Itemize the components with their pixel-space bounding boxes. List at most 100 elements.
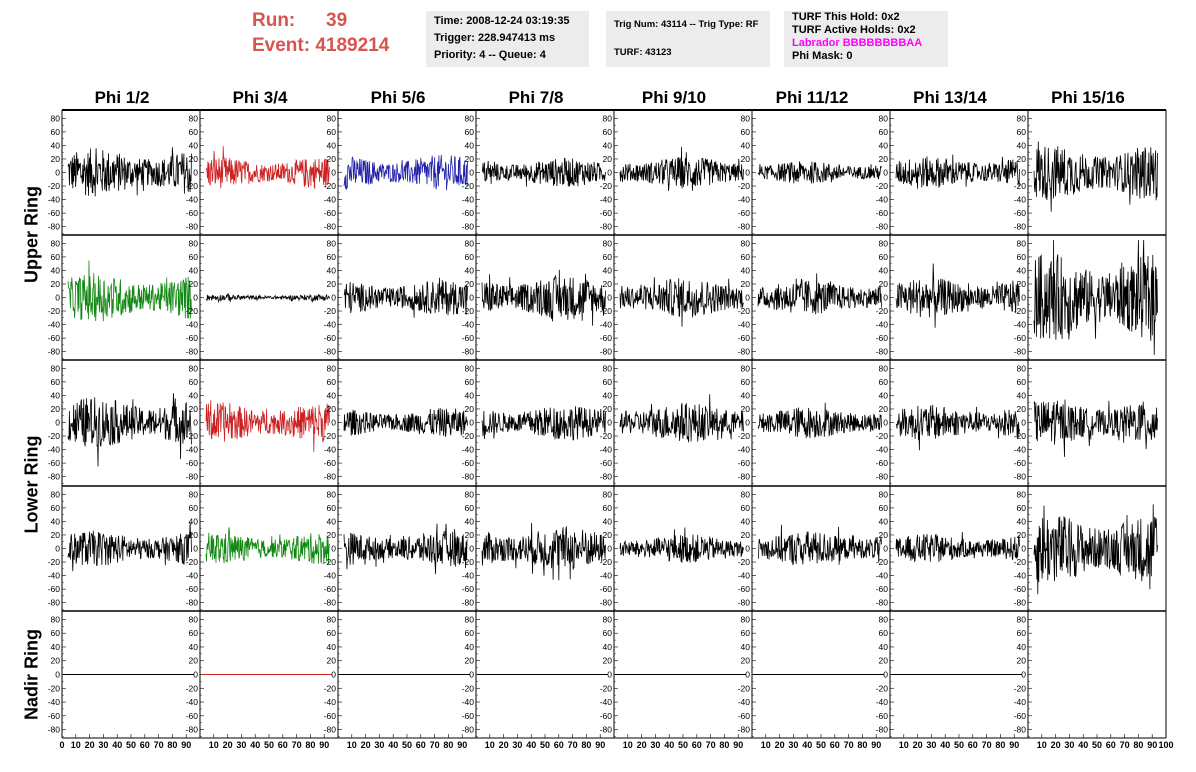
y-tick-label: 60 [189,127,199,137]
trig-info-box: Trig Num: 43114 -- Trig Type: RF TURF: 4… [606,11,770,67]
y-tick-label: 20 [879,404,889,414]
y-tick-label: -60 [462,458,475,468]
y-tick-label: -60 [186,711,199,721]
y-tick-label: 40 [465,642,475,652]
waveform-trace [895,404,1020,451]
y-tick-label: -20 [600,557,613,567]
y-tick-label: 60 [1017,503,1027,513]
x-tick-label: 20 [223,740,233,750]
y-tick-label: 60 [51,127,61,137]
y-tick-label: 80 [189,489,199,499]
x-tick-label: 10 [209,740,219,750]
y-tick-label: -80 [876,222,889,232]
y-tick-label: 20 [327,279,337,289]
x-tick-label: 90 [1009,740,1019,750]
y-tick-label: 60 [879,252,889,262]
y-tick-label: 0 [1021,670,1026,680]
y-tick-label: -80 [1014,725,1027,735]
y-tick-label: 80 [1017,238,1027,248]
y-tick-label: -40 [186,195,199,205]
y-tick-label: -60 [876,711,889,721]
col-title-phi-7-8: Phi 7/8 [508,88,564,107]
y-tick-label: -40 [324,445,337,455]
y-tick-label: 40 [51,390,61,400]
x-tick-label: 50 [264,740,274,750]
x-tick-label: 50 [126,740,136,750]
y-tick-label: -20 [738,683,751,693]
y-tick-label: -40 [738,195,751,205]
y-tick-label: 0 [331,670,336,680]
y-tick-label: 40 [51,642,61,652]
x-tick-label: 50 [954,740,964,750]
y-tick-label: -60 [1014,711,1027,721]
y-tick-label: -20 [1014,683,1027,693]
y-tick-label: -80 [462,222,475,232]
x-tick-label: 80 [1133,740,1143,750]
y-tick-label: -80 [324,347,337,357]
y-tick-label: 20 [1017,656,1027,666]
y-tick-label: -60 [600,458,613,468]
phi-mask-text: Phi Mask: 0 [792,50,853,62]
y-tick-label: 80 [879,489,889,499]
y-tick-label: 0 [607,293,612,303]
y-tick-label: 40 [741,642,751,652]
y-tick-label: -20 [1014,306,1027,316]
y-tick-label: -80 [48,598,61,608]
y-tick-label: 0 [469,418,474,428]
y-tick-label: -80 [876,472,889,482]
y-tick-label: -60 [48,208,61,218]
y-tick-label: -60 [186,333,199,343]
y-tick-label: -80 [48,347,61,357]
x-tick-label: 20 [637,740,647,750]
y-tick-label: 0 [193,168,198,178]
y-tick-label: 20 [465,530,475,540]
y-tick-label: -20 [48,306,61,316]
x-tick-label: 40 [802,740,812,750]
x-tick-label: 60 [830,740,840,750]
x-tick-label: 90 [871,740,881,750]
y-tick-label: -40 [876,445,889,455]
y-tick-label: 0 [1021,293,1026,303]
y-tick-label: 0 [469,293,474,303]
x-tick-label: 60 [554,740,564,750]
y-tick-label: 60 [51,628,61,638]
y-tick-label: 40 [1017,265,1027,275]
y-tick-label: -20 [186,431,199,441]
y-tick-label: 20 [741,279,751,289]
y-tick-label: 40 [51,265,61,275]
y-tick-label: -80 [324,598,337,608]
y-tick-label: -80 [600,472,613,482]
y-tick-label: -60 [48,711,61,721]
waveform-trace [757,161,882,184]
y-tick-label: 80 [1017,113,1027,123]
y-tick-label: 40 [327,265,337,275]
y-tick-label: -20 [324,181,337,191]
y-tick-label: -80 [462,472,475,482]
y-tick-label: 40 [603,265,613,275]
waveform-trace [1033,239,1158,356]
y-tick-label: -60 [1014,208,1027,218]
waveform-trace [343,277,468,318]
y-tick-label: -40 [462,697,475,707]
y-tick-label: 60 [189,628,199,638]
y-tick-label: 60 [327,628,337,638]
x-tick-label: 90 [1147,740,1157,750]
x-tick-label: 90 [733,740,743,750]
y-tick-label: -20 [186,306,199,316]
x-tick-label: 10 [1037,740,1047,750]
waveform-trace [895,263,1020,328]
y-tick-label: -20 [600,683,613,693]
y-tick-label: 0 [469,168,474,178]
x-tick-label: 70 [1120,740,1130,750]
y-tick-label: 0 [469,544,474,554]
y-tick-label: 20 [741,530,751,540]
y-tick-label: 60 [603,503,613,513]
y-tick-label: -80 [876,347,889,357]
y-tick-label: 60 [741,503,751,513]
y-tick-label: 60 [741,628,751,638]
y-tick-label: 40 [1017,140,1027,150]
x-tick-label: 30 [512,740,522,750]
y-tick-label: -20 [738,181,751,191]
y-tick-label: 0 [1021,544,1026,554]
y-tick-label: -60 [876,208,889,218]
